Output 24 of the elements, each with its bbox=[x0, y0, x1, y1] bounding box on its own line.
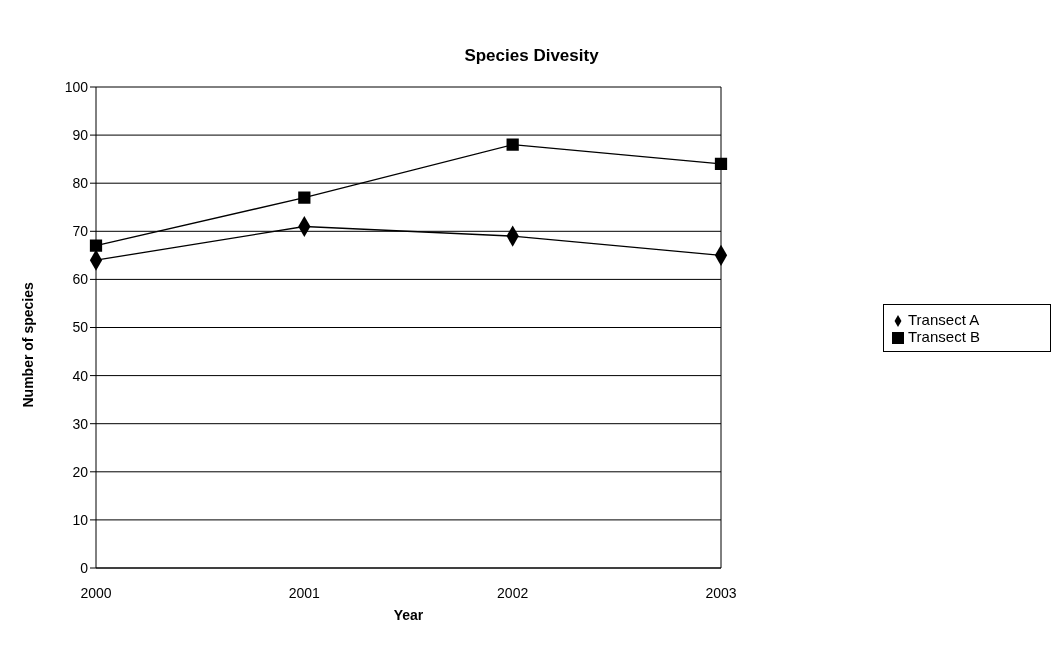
y-tick-label: 60 bbox=[72, 271, 89, 288]
legend-label: Transect A bbox=[908, 311, 980, 328]
point bbox=[506, 138, 519, 151]
chart-title: Species Divesity bbox=[463, 46, 600, 66]
y-tick-label: 80 bbox=[72, 175, 89, 192]
x-tick-label: 2001 bbox=[288, 584, 321, 601]
x-axis-title: Year bbox=[393, 607, 424, 623]
point bbox=[714, 157, 728, 171]
y-tick-label: 70 bbox=[72, 223, 89, 240]
y-tick-label: 100 bbox=[64, 78, 89, 95]
y-tick-label: 10 bbox=[72, 511, 89, 528]
y-tick-label: 40 bbox=[72, 367, 89, 384]
y-tick-label: 50 bbox=[72, 319, 89, 336]
x-tick-label: 2003 bbox=[705, 584, 737, 601]
y-tick-label: 20 bbox=[72, 463, 89, 480]
x-tick-label: 2000 bbox=[80, 584, 112, 601]
y-tick-label: 30 bbox=[72, 415, 89, 432]
y-axis-title: Number of species bbox=[19, 282, 36, 408]
y-tick-label: 0 bbox=[80, 559, 89, 576]
point bbox=[298, 191, 311, 204]
point bbox=[89, 239, 103, 252]
y-tick-label: 90 bbox=[72, 127, 89, 144]
x-tick-label: 2002 bbox=[497, 584, 529, 601]
legend-label: Transect B bbox=[908, 328, 980, 345]
